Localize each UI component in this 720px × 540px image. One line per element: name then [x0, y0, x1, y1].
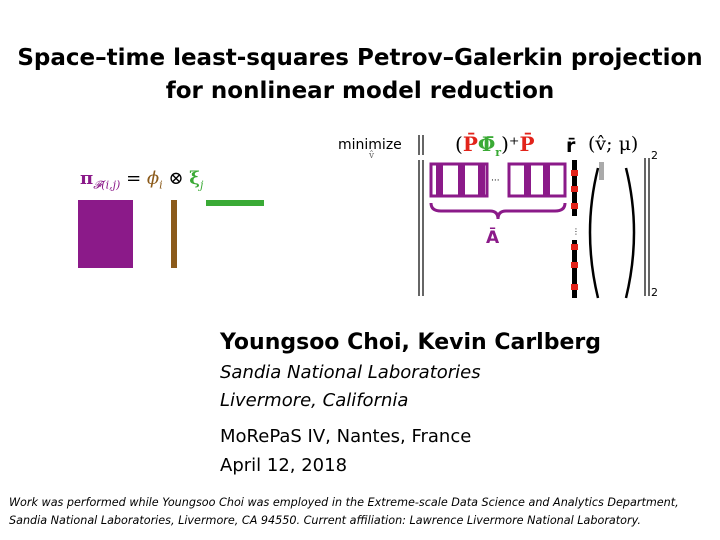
residual-args: (v̂; μ) — [588, 133, 639, 155]
tensor-equation: π𝓕(i,j) = ϕi ⊗ ξj — [80, 168, 203, 193]
r-bar-symbol: r̄ — [566, 135, 576, 157]
underbrace — [429, 202, 567, 220]
matrix-dots: ··· — [491, 176, 500, 186]
close-paren-plus: )⁺ — [501, 132, 520, 156]
authors: Youngsoo Choi, Kevin Carlberg — [220, 330, 601, 355]
matrix-a-block-right — [507, 162, 567, 198]
norm-subscript-top: 2 — [651, 149, 658, 162]
phi-vector-bar — [171, 200, 177, 268]
p-bar-symbol-2: P̄ — [519, 132, 535, 156]
date: April 12, 2018 — [220, 455, 348, 476]
p-bar-symbol: P̄ — [462, 132, 478, 156]
residual-red-markers — [571, 170, 578, 290]
xi-subscript: j — [199, 178, 204, 192]
residual-gap — [571, 216, 578, 240]
big-right-paren — [624, 167, 636, 299]
norm-subscript-bottom: 2 — [651, 286, 658, 299]
phi-symbol: ϕ — [146, 168, 160, 189]
matrix-a-columns — [436, 164, 550, 196]
optimization-diagram: ··· ⋮ — [418, 135, 650, 299]
phi-bar-symbol: Φ̄ — [477, 132, 496, 156]
vhat-vector — [599, 162, 604, 180]
title-line-2: for nonlinear model reduction — [165, 78, 555, 104]
otimes-symbol: ⊗ — [168, 168, 184, 189]
phi-bar-subscript: r — [495, 146, 502, 159]
footnote-line-1: Work was performed while Youngsoo Choi w… — [9, 496, 679, 509]
affiliation-line-1: Sandia National Laboratories — [220, 362, 481, 383]
xi-symbol: ξ — [189, 168, 200, 189]
minimize-subscript: v̂ — [369, 151, 375, 161]
xi-vector-bar — [206, 200, 264, 206]
affiliation-line-2: Livermore, California — [220, 390, 409, 411]
equals-sign: = — [126, 168, 142, 189]
slide-title: Space–time least-squares Petrov–Galerkin… — [0, 42, 720, 108]
pi-matrix-block — [78, 200, 133, 268]
title-line-1: Space–time least-squares Petrov–Galerkin… — [17, 45, 703, 71]
projection-expression: (P̄Φ̄r)⁺P̄ — [455, 132, 534, 159]
svg-text:⋮: ⋮ — [572, 227, 580, 236]
a-bar-label: Ā — [486, 228, 500, 248]
phi-subscript: i — [159, 178, 163, 192]
pi-subscript: 𝓕(i,j) — [93, 178, 121, 192]
open-paren: ( — [455, 132, 463, 156]
big-left-paren — [588, 167, 600, 299]
footnote-line-2: Sandia National Laboratories, Livermore,… — [9, 514, 641, 527]
conference: MoRePaS IV, Nantes, France — [220, 426, 472, 447]
pi-symbol: π — [80, 168, 94, 189]
minimize-label: minimize — [338, 137, 402, 153]
